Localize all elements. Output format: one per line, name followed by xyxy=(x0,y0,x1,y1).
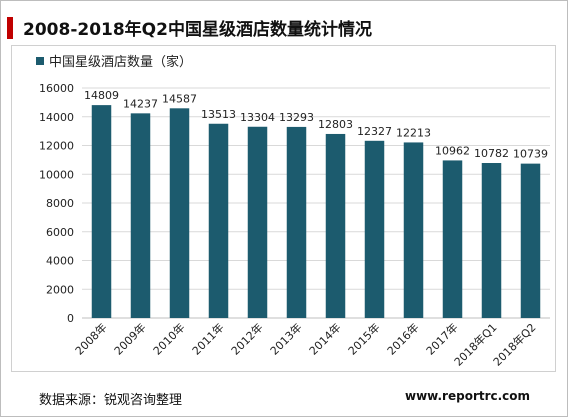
data-label: 13513 xyxy=(201,108,236,121)
data-label: 12213 xyxy=(396,126,431,139)
data-label: 12327 xyxy=(357,125,392,138)
data-label: 13293 xyxy=(279,111,314,124)
x-tick-label: 2009年 xyxy=(111,320,148,357)
x-tick-label: 2010年 xyxy=(150,320,187,357)
x-tick-label: 2012年 xyxy=(228,320,265,357)
x-tick-label: 2014年 xyxy=(306,320,343,357)
x-tick-label: 2015年 xyxy=(345,320,382,357)
bar xyxy=(91,105,112,318)
bars xyxy=(91,105,541,319)
bar xyxy=(247,126,268,318)
legend-swatch xyxy=(36,57,44,65)
y-tick-label: 8000 xyxy=(46,197,74,210)
data-label: 13304 xyxy=(240,111,275,124)
x-tick-label: 2018年Q2 xyxy=(490,320,539,369)
data-label: 10962 xyxy=(435,144,470,157)
x-tick-label: 2008年 xyxy=(72,320,109,357)
x-tick-label: 2017年 xyxy=(423,320,460,357)
y-tick-label: 14000 xyxy=(39,111,74,124)
bar xyxy=(286,126,307,319)
source-note: 数据来源：锐观咨询整理 xyxy=(39,393,183,408)
site-url: www.reportrc.com xyxy=(405,389,531,403)
data-label: 10739 xyxy=(513,148,548,161)
data-label: 10782 xyxy=(474,147,509,160)
bar xyxy=(520,163,541,318)
y-tick-label: 12000 xyxy=(39,140,74,153)
data-label: 14237 xyxy=(123,97,158,110)
title-accent-bar xyxy=(7,17,13,39)
bar xyxy=(325,133,346,318)
y-tick-label: 4000 xyxy=(46,255,74,268)
x-tick-label: 2011年 xyxy=(189,320,226,357)
x-tick-label: 2016年 xyxy=(384,320,421,357)
data-labels: 14809 14237 14587 13513 13304 13293 12803 12327… xyxy=(84,89,548,161)
legend-label: 中国星级酒店数量（家） xyxy=(49,54,192,70)
y-tick-label: 6000 xyxy=(46,226,74,239)
data-label: 12803 xyxy=(318,118,353,131)
bar xyxy=(130,113,151,318)
chart-area: 0 2000 4000 6000 8000 10000 12000 14000 16000 200… xyxy=(11,45,556,372)
bar xyxy=(364,140,385,318)
legend: 中国星级酒店数量（家） xyxy=(36,54,192,70)
data-label: 14809 xyxy=(84,89,119,102)
gridlines xyxy=(82,87,550,319)
bar-chart: 0 2000 4000 6000 8000 10000 12000 14000 16000 200… xyxy=(36,54,550,369)
bar xyxy=(169,108,190,318)
y-tick-label: 10000 xyxy=(39,168,74,181)
y-tick-label: 0 xyxy=(67,312,74,325)
bar xyxy=(481,163,502,318)
bar xyxy=(442,160,463,318)
page-title: 2008-2018年Q2中国星级酒店数量统计情况 xyxy=(23,20,372,40)
y-tick-label: 16000 xyxy=(39,82,74,95)
y-tick-label: 2000 xyxy=(46,283,74,296)
bar xyxy=(403,142,424,318)
data-label: 14587 xyxy=(162,92,197,105)
x-tick-label: 2013年 xyxy=(267,320,304,357)
bar xyxy=(208,123,229,318)
